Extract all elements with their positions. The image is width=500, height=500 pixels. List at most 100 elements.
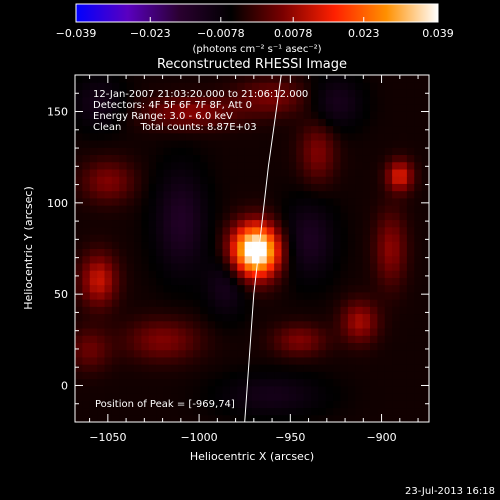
heatmap-cell	[215, 393, 224, 401]
heatmap-cell	[111, 342, 120, 351]
heatmap-cell	[126, 75, 135, 83]
heatmap-cell	[244, 96, 253, 105]
heatmap-cell	[252, 378, 260, 387]
heatmap-cell	[370, 306, 378, 315]
heatmap-cell	[75, 414, 83, 422]
heatmap-cell	[288, 132, 297, 141]
heatmap-cell	[296, 378, 305, 387]
heatmap-cell	[296, 161, 305, 170]
heatmap-cell	[148, 400, 157, 409]
heatmap-cell	[207, 385, 216, 394]
heatmap-cell	[340, 306, 349, 315]
heatmap-cell	[318, 190, 327, 199]
heatmap-cell	[362, 356, 371, 365]
heatmap-cell	[244, 277, 253, 286]
heatmap-cell	[237, 190, 246, 199]
heatmap-cell	[252, 320, 260, 329]
heatmap-cell	[406, 147, 415, 156]
heatmap-cell	[406, 299, 415, 307]
heatmap-cell	[296, 190, 305, 199]
heatmap-cell	[148, 140, 157, 148]
heatmap-cell	[163, 89, 172, 98]
heatmap-cell	[274, 140, 283, 148]
heatmap-cell	[318, 132, 327, 141]
heatmap-cell	[126, 313, 135, 322]
heatmap-cell	[163, 140, 172, 148]
heatmap-cell	[89, 342, 98, 351]
heatmap-cell	[207, 197, 216, 206]
heatmap-cell	[414, 342, 423, 351]
heatmap-cell	[141, 299, 150, 307]
heatmap-cell	[266, 75, 275, 83]
heatmap-cell	[237, 212, 246, 221]
heatmap-cell	[170, 414, 179, 422]
heatmap-cell	[215, 226, 224, 235]
heatmap-cell	[82, 234, 91, 242]
heatmap-cell	[126, 205, 135, 213]
heatmap-cell	[148, 118, 157, 127]
heatmap-cell	[89, 313, 98, 322]
heatmap-cell	[148, 168, 157, 177]
heatmap-cell	[303, 226, 312, 235]
heatmap-cell	[134, 284, 142, 293]
heatmap-cell	[170, 176, 179, 184]
heatmap-cell	[370, 262, 378, 271]
heatmap-cell	[185, 335, 194, 343]
heatmap-cell	[111, 349, 120, 358]
heatmap-cell	[392, 241, 401, 249]
heatmap-cell	[406, 414, 415, 422]
heatmap-cell	[406, 197, 415, 206]
heatmap-cell	[193, 378, 201, 387]
heatmap-cell	[303, 407, 312, 416]
heatmap-cell	[377, 400, 386, 409]
heatmap-cell	[421, 183, 429, 192]
heatmap-cell	[318, 342, 327, 351]
heatmap-cell	[259, 219, 268, 228]
heatmap-cell	[97, 299, 106, 307]
heatmap-cell	[377, 161, 386, 170]
heatmap-cell	[281, 414, 290, 422]
heatmap-cell	[347, 407, 356, 416]
heatmap-cell	[392, 342, 401, 351]
heatmap-cell	[333, 205, 342, 213]
heatmap-cell	[355, 407, 364, 416]
heatmap-cell	[170, 342, 179, 351]
heatmap-cell	[156, 270, 165, 278]
heatmap-cell	[252, 190, 260, 199]
heatmap-cell	[355, 190, 364, 199]
heatmap-cell	[303, 147, 312, 156]
heatmap-cell	[156, 277, 165, 286]
heatmap-cell	[222, 147, 231, 156]
heatmap-cell	[377, 176, 386, 184]
heatmap-cell	[347, 371, 356, 380]
heatmap-cell	[362, 161, 371, 170]
heatmap-cell	[318, 161, 327, 170]
heatmap-cell	[384, 255, 393, 264]
heatmap-cell	[89, 328, 98, 336]
heatmap-cell	[421, 414, 429, 422]
heatmap-cell	[362, 89, 371, 98]
heatmap-cell	[229, 270, 238, 278]
heatmap-cell	[325, 234, 334, 242]
heatmap-cell	[222, 168, 231, 177]
heatmap-cell	[362, 313, 371, 322]
heatmap-cell	[193, 299, 201, 307]
heatmap-cell	[414, 364, 423, 372]
heatmap-cell	[222, 385, 231, 394]
heatmap-cell	[200, 118, 209, 127]
heatmap-cell	[288, 118, 297, 127]
heatmap-cell	[237, 407, 246, 416]
heatmap-cell	[89, 219, 98, 228]
heatmap-cell	[185, 168, 194, 177]
heatmap-cell	[111, 103, 120, 112]
heatmap-cell	[229, 328, 238, 336]
heatmap-cell	[399, 82, 408, 90]
heatmap-cell	[185, 378, 194, 387]
heatmap-cell	[156, 219, 165, 228]
heatmap-cell	[355, 125, 364, 134]
heatmap-cell	[244, 89, 253, 98]
heatmap-cell	[185, 291, 194, 300]
heatmap-cell	[126, 393, 135, 401]
heatmap-cell	[406, 111, 415, 119]
heatmap-cell	[119, 364, 128, 372]
